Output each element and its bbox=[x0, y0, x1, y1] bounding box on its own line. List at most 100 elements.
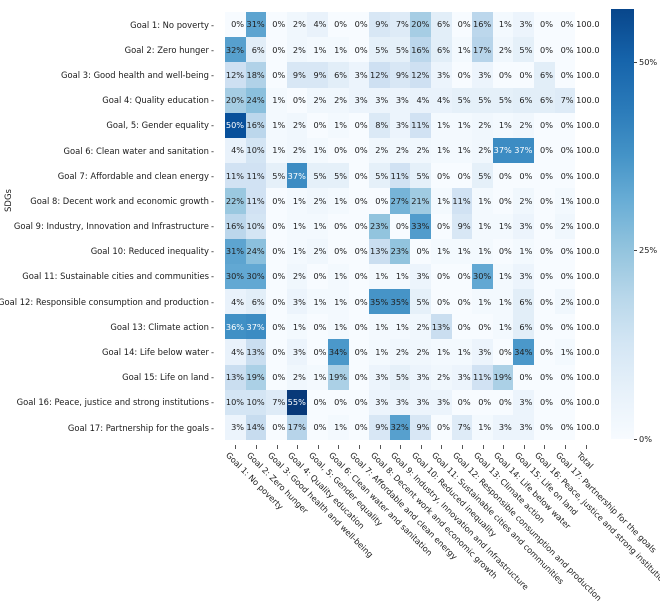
y-tick-7: Goal 7: Affordable and clean energy - bbox=[0, 163, 214, 188]
heatmap-total-cell: 100.0 bbox=[575, 112, 600, 138]
heatmap-cell: 1% bbox=[307, 289, 328, 315]
y-tick-dash: - bbox=[210, 120, 214, 131]
heatmap-cell: 0% bbox=[554, 415, 576, 441]
heatmap-cell: 1% bbox=[430, 188, 452, 214]
heatmap-cell: 4% bbox=[225, 339, 246, 365]
heatmap-cell: 6% bbox=[327, 62, 349, 88]
heatmap-cell: 0% bbox=[492, 188, 514, 214]
x-tick-mark-14 bbox=[503, 445, 505, 449]
heatmap-cell: 2% bbox=[286, 112, 308, 138]
heatmap-cell: 1% bbox=[389, 263, 411, 290]
heatmap-cell: 37% bbox=[245, 314, 267, 340]
heatmap-cell: 3% bbox=[225, 415, 246, 441]
y-tick-label: Goal 1: No poverty bbox=[130, 19, 209, 30]
y-tick-15: Goal 15: Life on land - bbox=[0, 365, 214, 390]
y-tick-dash: - bbox=[210, 145, 214, 156]
x-tick-mark-18 bbox=[585, 445, 587, 449]
y-tick-dash: - bbox=[210, 246, 214, 257]
heatmap-cell: 5% bbox=[451, 87, 473, 113]
heatmap-cell: 0% bbox=[533, 37, 555, 63]
heatmap-cell: 19% bbox=[327, 364, 349, 390]
heatmap-cell: 6% bbox=[533, 62, 555, 88]
heatmap-cell: 10% bbox=[245, 213, 267, 239]
y-tick-label: Goal 3: Good health and well-being bbox=[61, 69, 209, 80]
heatmap-cell: 37% bbox=[513, 137, 534, 164]
heatmap-cell: 2% bbox=[492, 37, 514, 63]
heatmap-cell: 2% bbox=[472, 137, 493, 164]
x-tick-mark-4 bbox=[297, 445, 299, 449]
y-tick-17: Goal 17: Partnership for the goals - bbox=[0, 415, 214, 440]
heatmap-cell: 0% bbox=[554, 137, 576, 164]
y-tick-label: Goal 9: Industry, Innovation and Infrast… bbox=[13, 221, 209, 232]
heatmap-cell: 11% bbox=[225, 163, 246, 189]
y-tick-label: Goal 13: Climate action bbox=[110, 321, 209, 332]
heatmap-cell: 3% bbox=[513, 389, 534, 415]
y-tick-10: Goal 10: Reduced inequality - bbox=[0, 239, 214, 264]
heatmap-cell: 50% bbox=[225, 112, 246, 138]
heatmap-cell: 1% bbox=[327, 415, 349, 441]
y-tick-label: Goal 11: Sustainable cities and communit… bbox=[22, 271, 209, 282]
y-tick-label: Goal 8: Decent work and economic growth bbox=[30, 195, 209, 206]
heatmap-cell: 0% bbox=[554, 12, 576, 38]
heatmap-cell: 3% bbox=[513, 213, 534, 239]
y-tick-label: Goal 2: Zero hunger bbox=[124, 44, 209, 55]
heatmap-cell: 7% bbox=[451, 415, 473, 441]
heatmap-cell: 13% bbox=[245, 339, 267, 365]
heatmap-cell: 2% bbox=[389, 137, 411, 164]
heatmap-cell: 1% bbox=[266, 112, 287, 138]
heatmap-cell: 0% bbox=[266, 188, 287, 214]
heatmap-cell: 1% bbox=[327, 188, 349, 214]
heatmap-cell: 0% bbox=[307, 112, 328, 138]
heatmap-cell: 0% bbox=[451, 263, 473, 290]
heatmap-cell: 0% bbox=[389, 213, 411, 239]
heatmap-total-cell: 100.0 bbox=[575, 339, 600, 365]
heatmap-cell: 2% bbox=[410, 137, 431, 164]
y-tick-13: Goal 13: Climate action - bbox=[0, 314, 214, 339]
heatmap-cell: 5% bbox=[389, 364, 411, 390]
x-tick-mark-10 bbox=[420, 445, 422, 449]
heatmap-cell: 17% bbox=[286, 415, 308, 441]
heatmap-cell: 0% bbox=[327, 12, 349, 38]
colorbar-gradient bbox=[611, 9, 634, 439]
y-tick-8: Goal 8: Decent work and economic growth - bbox=[0, 188, 214, 213]
heatmap-cell: 3% bbox=[451, 364, 473, 390]
heatmap-cell: 0% bbox=[327, 213, 349, 239]
heatmap-cell: 0% bbox=[533, 289, 555, 315]
y-tick-dash: - bbox=[210, 397, 214, 408]
heatmap-cell: 0% bbox=[266, 339, 287, 365]
y-tick-label: Goal 7: Affordable and clean energy bbox=[57, 170, 209, 181]
heatmap-total-cell: 100.0 bbox=[575, 238, 600, 264]
heatmap-cell: 5% bbox=[369, 37, 390, 63]
heatmap-total-cell: 100.0 bbox=[575, 314, 600, 340]
heatmap-cell: 17% bbox=[472, 37, 493, 63]
heatmap-cell: 9% bbox=[369, 415, 390, 441]
heatmap-cell: 3% bbox=[492, 415, 514, 441]
heatmap-cell: 0% bbox=[266, 62, 287, 88]
heatmap-cell: 1% bbox=[472, 188, 493, 214]
heatmap-cell: 3% bbox=[286, 289, 308, 315]
heatmap-cell: 0% bbox=[451, 62, 473, 88]
y-tick-5: Goal, 5: Gender equality - bbox=[0, 113, 214, 138]
heatmap-cell: 22% bbox=[225, 188, 246, 214]
heatmap-cell: 35% bbox=[369, 289, 390, 315]
heatmap-cell: 2% bbox=[286, 12, 308, 38]
heatmap-cell: 0% bbox=[533, 137, 555, 164]
x-tick-mark-1 bbox=[235, 445, 237, 449]
heatmap-cell: 1% bbox=[513, 238, 534, 264]
y-tick-label: Goal 6: Clean water and sanitation bbox=[63, 145, 209, 156]
heatmap-cell: 6% bbox=[245, 37, 267, 63]
heatmap-total-cell: 100.0 bbox=[575, 12, 600, 38]
heatmap-cell: 0% bbox=[492, 163, 514, 189]
heatmap-cell: 0% bbox=[554, 389, 576, 415]
heatmap-cell: 13% bbox=[369, 238, 390, 264]
heatmap-cell: 7% bbox=[389, 12, 411, 38]
heatmap-cell: 11% bbox=[245, 163, 267, 189]
heatmap-cell: 6% bbox=[533, 87, 555, 113]
y-tick-label: Goal 10: Reduced inequality bbox=[90, 246, 209, 257]
heatmap-cell: 9% bbox=[369, 12, 390, 38]
y-tick-label: Goal 17: Partnership for the goals bbox=[67, 422, 209, 433]
heatmap-cell: 6% bbox=[513, 289, 534, 315]
heatmap-cell: 0% bbox=[348, 314, 370, 340]
heatmap-cell: 13% bbox=[225, 364, 246, 390]
